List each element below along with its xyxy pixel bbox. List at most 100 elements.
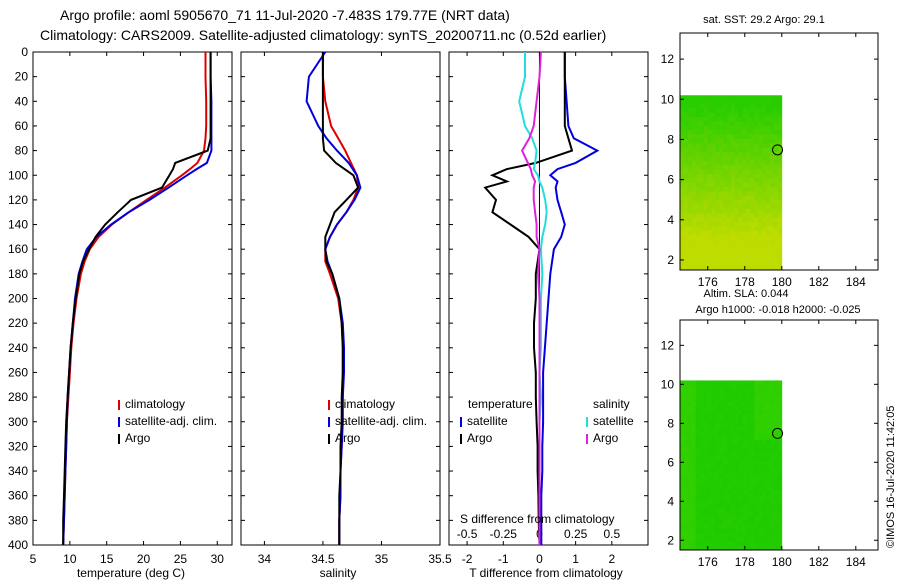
heat-cell <box>726 152 732 157</box>
heat-cell <box>680 243 685 249</box>
heat-cell <box>726 99 732 105</box>
heat-cell <box>703 187 708 192</box>
heat-cell <box>695 239 700 245</box>
heat-cell <box>703 152 708 157</box>
heat-cell <box>758 152 763 157</box>
heat-cell <box>707 125 712 131</box>
heat-cell <box>711 405 716 411</box>
heat-cell <box>707 486 712 492</box>
heat-cell <box>777 99 783 105</box>
heat-cell <box>777 465 783 470</box>
heat-cell <box>770 520 775 525</box>
heat-cell <box>730 261 736 267</box>
y-tick-label: 4 <box>667 213 674 227</box>
heat-cell <box>719 414 724 419</box>
heat-cell <box>680 456 685 462</box>
heat-cell <box>703 499 708 504</box>
heat-cell <box>773 393 779 398</box>
heat-cell <box>715 248 720 253</box>
heat-cell <box>738 444 744 449</box>
heat-cell <box>707 516 712 521</box>
heat-cell <box>762 427 767 432</box>
heat-cell <box>758 108 763 114</box>
series-line-argo <box>321 52 360 545</box>
heat-cell <box>691 490 697 496</box>
heat-cell <box>742 134 747 140</box>
heat-cell <box>711 104 716 109</box>
heat-cell <box>680 213 685 218</box>
heat-cell <box>691 265 697 271</box>
heat-cell <box>691 226 697 232</box>
x-tick-label: 178 <box>735 275 755 289</box>
heat-cell <box>691 204 697 210</box>
heat-cell <box>719 431 724 436</box>
heat-cell <box>754 439 759 445</box>
heat-cell <box>746 152 751 157</box>
heat-cell <box>711 200 716 205</box>
heat-cell <box>711 182 716 188</box>
heat-cell <box>754 410 759 415</box>
heat-cell <box>695 195 700 201</box>
heat-cell <box>715 410 720 415</box>
heat-cell <box>695 393 700 398</box>
heat-cell <box>758 431 763 436</box>
heat-cell <box>680 191 685 197</box>
heat-cell <box>754 460 759 466</box>
heat-cell <box>695 134 700 140</box>
heat-cell <box>703 173 708 179</box>
heat-cell <box>691 95 697 101</box>
heat-cell <box>770 477 775 483</box>
heat-cell <box>766 388 771 394</box>
heat-cell <box>680 477 685 483</box>
heat-cell <box>758 99 763 105</box>
heat-cell <box>683 95 689 101</box>
heat-cell <box>715 195 720 201</box>
heat-cell <box>762 422 767 428</box>
heat-cell <box>723 401 728 407</box>
diff-legend-sal-satellite: satellite <box>593 414 634 428</box>
heat-cell <box>762 507 767 513</box>
heat-cell <box>699 248 704 253</box>
heat-cell <box>715 482 720 487</box>
heat-cell <box>699 528 704 534</box>
heat-cell <box>691 465 697 470</box>
heat-cell <box>750 482 755 487</box>
heat-cell <box>742 410 747 415</box>
heat-cell <box>758 507 763 513</box>
heat-cell <box>687 388 693 394</box>
heat-cell <box>750 431 755 436</box>
heat-cell <box>683 545 689 551</box>
heat-cell <box>707 226 712 232</box>
heat-cell <box>691 499 697 504</box>
heat-cell <box>754 405 759 411</box>
heat-cell <box>683 520 689 525</box>
heat-cell <box>770 112 775 118</box>
profile-location-marker <box>772 144 784 156</box>
heat-cell <box>762 261 767 267</box>
heat-cell <box>754 448 759 453</box>
heat-cell <box>726 265 732 271</box>
heat-cell <box>770 265 775 271</box>
heat-cell <box>734 138 740 144</box>
heat-cell <box>719 473 724 479</box>
heat-cell <box>762 112 767 118</box>
heat-cell <box>777 195 783 201</box>
heat-cell <box>715 384 720 390</box>
heat-cell <box>703 507 708 513</box>
heat-cell <box>723 178 728 184</box>
heat-cell <box>750 511 755 517</box>
heat-cell <box>723 469 728 475</box>
heat-cell <box>770 104 775 109</box>
heat-cell <box>773 452 779 458</box>
heat-cell <box>680 117 685 122</box>
heat-cell <box>773 187 779 192</box>
heat-cell <box>715 213 720 218</box>
heat-cell <box>730 401 736 407</box>
heat-cell <box>742 239 747 245</box>
heat-cell <box>738 191 744 197</box>
heat-cell <box>746 380 751 386</box>
heat-cell <box>699 418 704 424</box>
heat-cell <box>738 230 744 236</box>
heat-cell <box>699 204 704 210</box>
heat-cell <box>758 465 763 470</box>
